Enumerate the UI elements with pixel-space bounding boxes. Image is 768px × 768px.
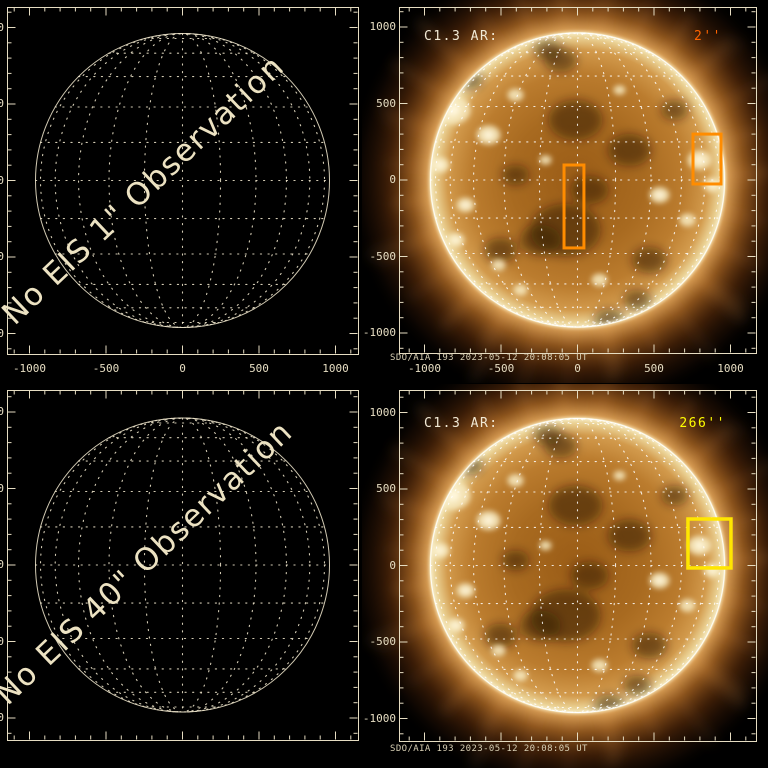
clipped-y-axis-tick-label: -500 — [0, 250, 4, 263]
y-axis-tick-label: -500 — [369, 635, 397, 648]
eis-fov-box — [686, 517, 733, 570]
plot-frame-top-right — [399, 7, 757, 354]
y-axis-tick-label: -500 — [369, 249, 397, 263]
clipped-y-axis-tick-label: 1000 — [0, 20, 4, 34]
sdo-aia-timestamp-caption-bottom: SDO/AIA 193 2023-05-12 20:08:05 UT — [390, 744, 588, 754]
clipped-y-axis-tick-label: 0 — [0, 558, 4, 571]
x-axis-tick-label: 1000 — [322, 362, 349, 375]
y-axis-tick-label: 500 — [376, 482, 396, 495]
x-axis-tick-label: -1000 — [407, 362, 442, 375]
y-axis-tick-label: -1000 — [362, 711, 396, 725]
sdo-aia-timestamp-caption-top: SDO/AIA 193 2023-05-12 20:08:05 UT — [390, 353, 588, 363]
clipped-y-axis-tick-label: 0 — [0, 173, 4, 187]
plot-frame-top-left — [7, 7, 359, 355]
plot-frame-bottom-right — [399, 390, 757, 742]
y-axis-tick-label: 0 — [389, 173, 396, 186]
x-axis-tick-label: 0 — [574, 362, 581, 375]
x-axis-tick-label: 500 — [249, 362, 269, 375]
clipped-y-axis-tick-label: 500 — [0, 97, 4, 110]
x-axis-tick-label: 500 — [644, 362, 664, 375]
x-axis-tick-label: -1000 — [12, 362, 47, 375]
clipped-y-axis-tick-label: 1000 — [0, 405, 4, 418]
sun-euv-image — [362, 384, 768, 768]
x-axis-tick-label: -500 — [487, 362, 515, 375]
y-axis-tick-label: 1000 — [369, 20, 397, 33]
y-axis-tick-label: 1000 — [369, 405, 397, 419]
clipped-y-axis-tick-label: 500 — [0, 481, 4, 495]
y-axis-tick-label: -1000 — [362, 326, 396, 339]
flare-class-ar-title-bottom: C1.3 AR: — [424, 416, 499, 431]
flare-class-ar-title-top: C1.3 AR: — [424, 29, 499, 44]
clipped-y-axis-tick-label: -1000 — [0, 326, 4, 340]
sphere-grid-top-left — [34, 32, 331, 329]
clipped-y-axis-tick-label: -1000 — [0, 711, 4, 724]
sphere-grid-bottom-left — [34, 417, 331, 713]
y-axis-tick-label: 500 — [376, 96, 396, 110]
ar-raster-width-value-top: 2'' — [694, 29, 722, 44]
eis-fov-box — [562, 163, 586, 250]
x-axis-tick-label: -500 — [92, 362, 120, 375]
eis-fov-box — [691, 132, 723, 186]
y-axis-tick-label: 0 — [389, 558, 396, 572]
solar-latlon-grid — [429, 32, 726, 328]
plot-frame-bottom-left — [7, 390, 359, 741]
x-axis-tick-label: 1000 — [717, 362, 744, 375]
clipped-y-axis-tick-label: -500 — [0, 634, 4, 648]
x-axis-tick-label: 0 — [179, 362, 186, 375]
solar-latlon-grid — [429, 417, 726, 714]
ar-raster-width-value-bottom: 266'' — [679, 416, 726, 431]
